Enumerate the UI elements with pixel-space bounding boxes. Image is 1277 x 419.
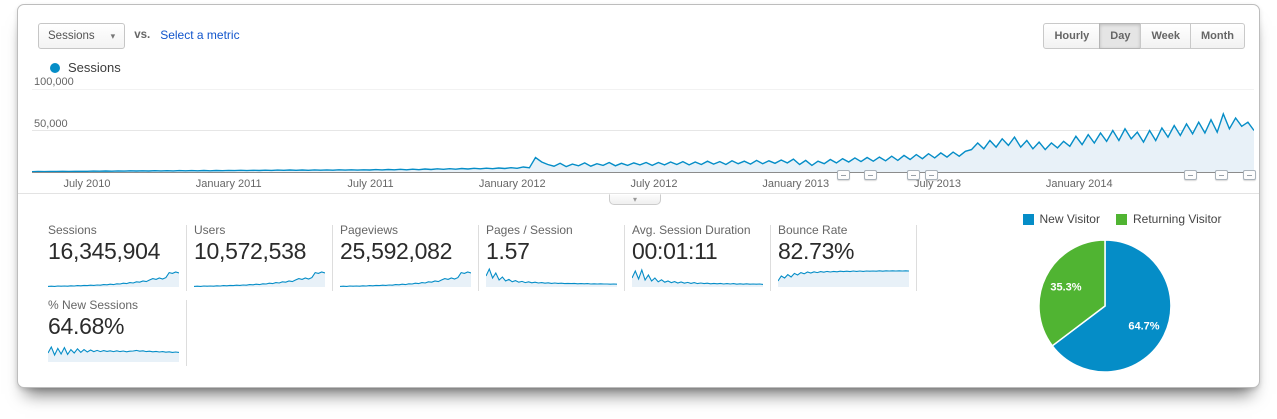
pie-slice-percentage: 64.7%: [1128, 320, 1159, 332]
annotation-marker-icon[interactable]: [907, 170, 921, 180]
metrics-row-2: % New Sessions 64.68%: [48, 298, 194, 366]
chart-toolbar: Sessions ▾ vs. Select a metric Hourly Day W…: [38, 23, 1245, 51]
series-legend-label: Sessions: [68, 60, 121, 75]
pie-slice-returning-visitor[interactable]: [1038, 239, 1106, 347]
chevron-down-icon: ▾: [632, 195, 637, 204]
annotation-marker-icon[interactable]: [864, 170, 878, 180]
pie-legend-item-returning-visitor[interactable]: Returning Visitor: [1115, 212, 1222, 226]
granularity-buttons: Hourly Day Week Month: [1043, 23, 1245, 49]
vs-label: vs.: [134, 28, 151, 41]
legend-swatch-icon: [1022, 213, 1034, 225]
sessions-timeseries-chart[interactable]: 50,000 100,000 July 2010 January 2011 July …: [32, 75, 1257, 197]
metric-label: Sessions: [48, 223, 97, 237]
x-axis-label: July 2013: [913, 178, 962, 190]
collapse-chart-handle[interactable]: ▾: [609, 194, 661, 205]
legend-label: Returning Visitor: [1132, 212, 1222, 226]
metric-card-pageviews[interactable]: Pageviews 25,592,082: [340, 223, 479, 291]
series-color-dot-icon: [50, 62, 60, 73]
axis-bottom-border: [18, 193, 1259, 194]
timeseries-plot[interactable]: [32, 89, 1254, 173]
metric-value: 1.57: [486, 238, 530, 264]
metric-card-users[interactable]: Users 10,572,538: [194, 223, 333, 291]
chevron-down-icon: ▾: [110, 30, 116, 41]
metric-label: Avg. Session Duration: [632, 223, 751, 237]
metric-sparkline: [48, 345, 179, 362]
analytics-dashboard-card: Sessions ▾ vs. Select a metric Hourly Day W…: [17, 4, 1260, 388]
select-metric-link[interactable]: Select a metric: [160, 27, 240, 42]
metric-value: 25,592,082: [340, 238, 453, 264]
metric-label: Users: [194, 223, 226, 237]
metric-sparkline: [340, 271, 471, 287]
granularity-month-button[interactable]: Month: [1190, 23, 1245, 49]
metric-label: Pageviews: [340, 223, 399, 237]
x-axis-label: January 2012: [478, 178, 546, 190]
y-axis-label: 50,000: [34, 117, 68, 130]
metric-card-pages-session[interactable]: Pages / Session 1.57: [486, 223, 625, 291]
x-axis-label: January 2011: [195, 178, 262, 190]
x-axis-label: July 2010: [63, 178, 111, 190]
annotation-marker-icon[interactable]: [925, 170, 939, 180]
metric-label: Pages / Session: [486, 223, 573, 237]
metric-value: 16,345,904: [48, 238, 161, 264]
x-axis-label: July 2011: [347, 178, 394, 190]
x-axis-label: January 2013: [762, 178, 830, 190]
metric-label: Bounce Rate: [778, 223, 848, 237]
metric-value: 64.68%: [48, 313, 125, 339]
legend-swatch-icon: [1115, 213, 1127, 225]
annotation-marker-icon[interactable]: [1215, 170, 1228, 180]
pie-slice-percentage: 35.3%: [1050, 282, 1081, 294]
metric-value: 10,572,538: [194, 238, 307, 264]
metric-value: 82.73%: [778, 238, 855, 264]
metric-selector-label: Sessions: [48, 30, 95, 42]
x-axis-label: July 2012: [630, 178, 678, 190]
metric-sparkline: [48, 271, 179, 287]
pie-slice-new-visitor[interactable]: [1051, 239, 1172, 373]
y-axis-label: 100,000: [34, 76, 74, 88]
metric-selector-dropdown[interactable]: Sessions ▾: [38, 23, 126, 49]
pie-legend-item-new-visitor[interactable]: New Visitor: [1022, 212, 1100, 226]
metric-sparkline: [632, 268, 763, 287]
annotation-marker-icon[interactable]: [1243, 170, 1257, 180]
legend-label: New Visitor: [1039, 212, 1100, 226]
metric-label: % New Sessions: [48, 298, 139, 312]
granularity-week-button[interactable]: Week: [1140, 23, 1192, 49]
metric-sparkline: [778, 270, 909, 287]
metric-card-avg-session-duration[interactable]: Avg. Session Duration 00:01:11: [632, 223, 771, 291]
metric-card-bounce-rate[interactable]: Bounce Rate 82.73%: [778, 223, 917, 291]
x-axis-label: January 2014: [1045, 178, 1113, 190]
granularity-hourly-button[interactable]: Hourly: [1043, 23, 1101, 49]
metric-card-new-sessions[interactable]: % New Sessions 64.68%: [48, 298, 187, 366]
pie-legend: New Visitor Returning Visitor: [1006, 212, 1238, 226]
metric-card-sessions[interactable]: Sessions 16,345,904: [48, 223, 187, 291]
visitor-type-pie-chart[interactable]: 64.7% 35.3%: [1038, 239, 1172, 373]
granularity-day-button[interactable]: Day: [1099, 23, 1142, 49]
annotation-marker-icon[interactable]: [837, 170, 851, 180]
annotation-marker-icon[interactable]: [1184, 170, 1198, 180]
metric-sparkline: [486, 267, 617, 287]
chart-legend: Sessions: [50, 60, 121, 75]
metric-sparkline: [194, 271, 325, 287]
metrics-row-1: Sessions 16,345,904 Users 10,572,538 Pagevie…: [48, 223, 924, 291]
metric-value: 00:01:11: [632, 238, 718, 264]
